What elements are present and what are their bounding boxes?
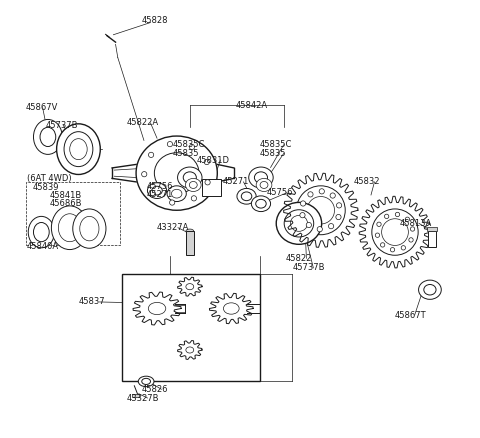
Bar (428, 231, 436, 247)
Bar (186, 231, 194, 255)
Ellipse shape (256, 178, 272, 191)
Text: 45839: 45839 (33, 183, 59, 192)
Ellipse shape (237, 188, 256, 204)
Circle shape (409, 238, 413, 242)
Circle shape (328, 223, 334, 229)
Ellipse shape (152, 186, 162, 195)
Text: 45837: 45837 (78, 297, 105, 307)
Text: 45822A: 45822A (127, 118, 158, 127)
Circle shape (377, 222, 381, 226)
Text: 45826: 45826 (142, 385, 168, 394)
Ellipse shape (136, 136, 217, 210)
Text: 45737B: 45737B (46, 120, 78, 130)
Ellipse shape (183, 172, 196, 183)
Circle shape (390, 247, 395, 252)
Text: 45271: 45271 (223, 177, 249, 187)
Bar (202, 179, 221, 196)
Circle shape (381, 243, 385, 247)
Text: 45841B: 45841B (50, 191, 83, 200)
Text: 45835: 45835 (172, 149, 199, 158)
Ellipse shape (73, 209, 106, 248)
Circle shape (306, 223, 312, 228)
Ellipse shape (241, 192, 252, 201)
Circle shape (384, 214, 389, 219)
Ellipse shape (424, 285, 436, 295)
Text: (6AT 4WD): (6AT 4WD) (27, 174, 72, 184)
Text: 45813A: 45813A (399, 219, 432, 228)
Ellipse shape (57, 124, 100, 174)
Circle shape (401, 246, 406, 250)
Text: 45835C: 45835C (260, 140, 292, 149)
Circle shape (336, 215, 341, 220)
Text: 45842A: 45842A (236, 101, 268, 110)
Ellipse shape (252, 196, 271, 212)
Circle shape (308, 192, 313, 197)
Text: 45271: 45271 (146, 191, 172, 199)
Circle shape (148, 152, 154, 158)
Ellipse shape (28, 216, 54, 248)
Ellipse shape (249, 167, 273, 188)
Text: 45867V: 45867V (26, 103, 59, 112)
Ellipse shape (147, 183, 167, 198)
Text: 45831D: 45831D (196, 155, 229, 165)
Circle shape (375, 233, 380, 237)
Bar (132, 394, 139, 397)
Circle shape (169, 200, 175, 205)
Circle shape (396, 212, 400, 217)
Text: 45867T: 45867T (395, 311, 427, 320)
Ellipse shape (186, 229, 194, 233)
Circle shape (405, 217, 409, 222)
Ellipse shape (178, 167, 202, 188)
Ellipse shape (142, 378, 151, 385)
Ellipse shape (419, 280, 441, 299)
Circle shape (189, 145, 194, 149)
Ellipse shape (276, 202, 322, 244)
Text: 45756: 45756 (266, 188, 293, 197)
Ellipse shape (40, 127, 56, 147)
Text: 43327A: 43327A (157, 223, 190, 232)
Circle shape (205, 180, 210, 185)
Ellipse shape (51, 206, 88, 250)
Circle shape (300, 212, 305, 218)
Ellipse shape (80, 216, 99, 241)
Text: 45832: 45832 (353, 177, 380, 187)
Text: 43327B: 43327B (127, 393, 159, 403)
Circle shape (142, 172, 147, 177)
Circle shape (168, 141, 172, 147)
Text: 45756: 45756 (146, 182, 173, 191)
Ellipse shape (34, 223, 49, 242)
Ellipse shape (34, 120, 62, 154)
Bar (26, 182, 120, 245)
Ellipse shape (167, 186, 186, 201)
Ellipse shape (185, 178, 201, 191)
Ellipse shape (260, 181, 268, 188)
Text: 45737B: 45737B (292, 263, 325, 272)
Circle shape (319, 189, 324, 194)
Ellipse shape (254, 172, 267, 183)
Circle shape (300, 201, 306, 206)
Circle shape (192, 196, 196, 201)
Circle shape (204, 159, 209, 165)
Ellipse shape (189, 181, 197, 188)
Text: 45840A: 45840A (27, 242, 59, 251)
Circle shape (317, 226, 323, 232)
Circle shape (150, 191, 155, 196)
Ellipse shape (64, 132, 93, 166)
Text: 45686B: 45686B (50, 199, 83, 208)
Ellipse shape (138, 376, 154, 387)
Circle shape (330, 193, 336, 198)
Circle shape (410, 227, 415, 231)
Circle shape (336, 203, 342, 208)
Bar (122, 274, 260, 381)
Text: 45835: 45835 (260, 149, 286, 158)
Text: 45828: 45828 (142, 16, 168, 25)
Ellipse shape (256, 199, 266, 208)
Bar (427, 227, 437, 231)
Ellipse shape (59, 214, 81, 242)
Text: 45822: 45822 (286, 254, 312, 263)
Text: 45835C: 45835C (172, 140, 204, 149)
